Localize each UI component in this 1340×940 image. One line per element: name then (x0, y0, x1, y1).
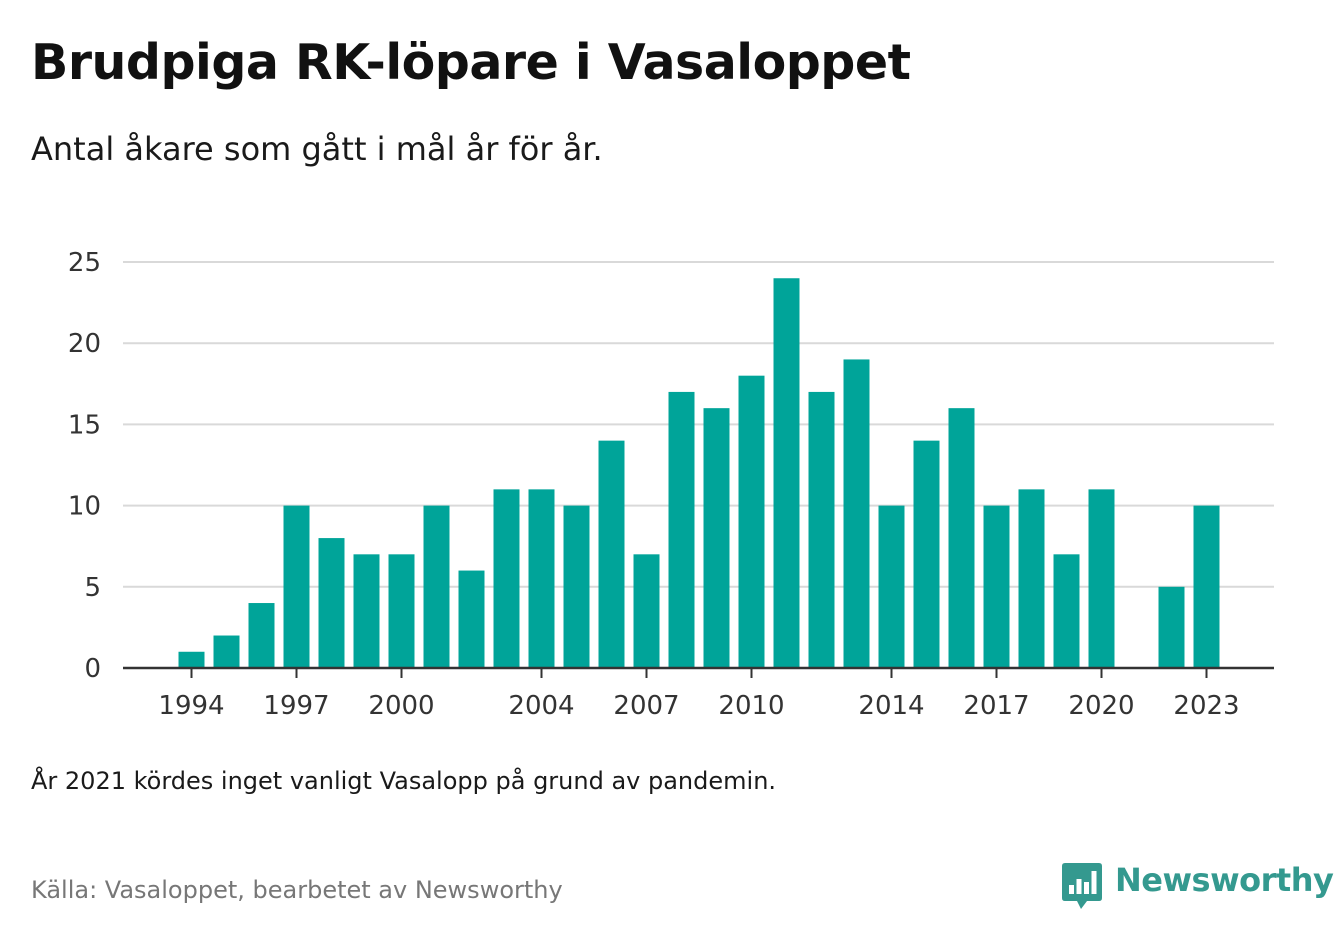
bar-2009 (703, 408, 730, 668)
bar-2012 (808, 391, 835, 668)
bar-1994 (178, 651, 205, 668)
bar-2018 (1018, 489, 1045, 668)
source-text: Källa: Vasaloppet, bearbetet av Newswort… (31, 876, 563, 904)
y-tick-label: 0 (84, 654, 101, 684)
newsworthy-logo: Newsworthy (1061, 860, 1334, 912)
bar-2006 (598, 440, 625, 668)
bar-2023 (1193, 505, 1220, 668)
bar-2022 (1158, 586, 1185, 668)
bar-2017 (983, 505, 1010, 668)
y-tick-label: 10 (68, 492, 101, 522)
bar-2013 (843, 359, 870, 668)
x-tick-label: 2017 (963, 691, 1029, 721)
x-tick-label: 2000 (368, 691, 434, 721)
bar-2019 (1053, 554, 1080, 668)
y-tick-label: 5 (84, 573, 101, 603)
y-axis-ticks: 0 5 10 15 20 25 (68, 248, 101, 684)
chart-subtitle: Antal åkare som gått i mål år för år. (31, 130, 603, 168)
bar-2007 (633, 554, 660, 668)
bar-2004 (528, 489, 555, 668)
bar-2014 (878, 505, 905, 668)
x-tick-label: 2010 (718, 691, 784, 721)
bar-chart: 0 5 10 15 20 25 1994 1997 2000 2004 2007 2010 2014 2… (68, 248, 1274, 721)
bar-2001 (423, 505, 450, 668)
newsworthy-logo-icon (1062, 863, 1102, 909)
x-tick-label: 2007 (613, 691, 679, 721)
bar-2008 (668, 391, 695, 668)
x-axis-ticks: 1994 1997 2000 2004 2007 2010 2014 2017 2020 2023 (158, 668, 1240, 721)
bar-1996 (248, 603, 275, 668)
bar-2016 (948, 408, 975, 668)
x-tick-label: 1997 (263, 691, 329, 721)
bar-2020 (1088, 489, 1115, 668)
chart-title: Brudpiga RK-löpare i Vasaloppet (31, 34, 911, 91)
bar-2002 (458, 570, 485, 668)
y-tick-label: 20 (68, 329, 101, 359)
bars (123, 278, 1274, 670)
bar-1995 (213, 635, 240, 668)
y-tick-label: 15 (68, 410, 101, 440)
x-tick-label: 2023 (1173, 691, 1239, 721)
bar-2003 (493, 489, 520, 668)
y-tick-label: 25 (68, 248, 101, 278)
x-tick-label: 2004 (508, 691, 574, 721)
bar-2010 (738, 375, 765, 668)
bar-2011 (773, 278, 800, 668)
bar-1998 (318, 538, 345, 668)
x-tick-label: 2014 (858, 691, 924, 721)
bar-1999 (353, 554, 380, 668)
x-tick-label: 1994 (158, 691, 224, 721)
gridlines (123, 261, 1274, 588)
bar-1997 (283, 505, 310, 668)
bar-2015 (913, 440, 940, 668)
brand-name: Newsworthy (1115, 861, 1334, 899)
bar-2005 (563, 505, 590, 668)
x-tick-label: 2020 (1068, 691, 1134, 721)
footnote: År 2021 kördes inget vanligt Vasalopp på… (31, 767, 777, 795)
bar-2000 (388, 554, 415, 668)
